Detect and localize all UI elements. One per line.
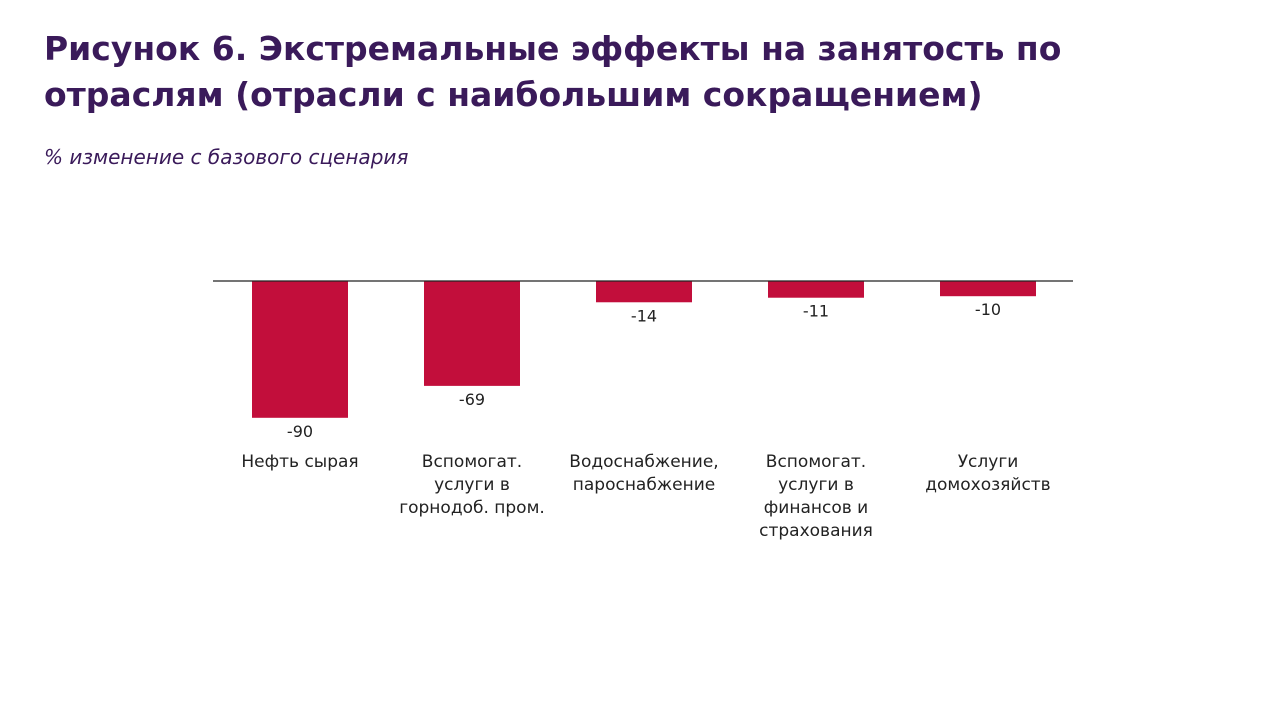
category-label-line: пароснабжение xyxy=(573,475,715,495)
category-label-4: Вспомогат. услуги в финансов и страхования xyxy=(759,452,873,541)
category-label-line: финансов и xyxy=(764,498,868,518)
category-label-1: Нефть сырая xyxy=(241,452,358,472)
category-label-line: услуги в xyxy=(778,475,854,495)
category-label-line: Услуги xyxy=(958,452,1019,472)
chart-title-line-1: Рисунок 6. Экстремальные эффекты на заня… xyxy=(44,29,1062,68)
chart-title-line-2: отраслям (отрасли с наибольшим сокращени… xyxy=(44,75,983,114)
category-label-line: Вспомогат. xyxy=(422,452,522,472)
bars-layer xyxy=(252,281,1036,418)
value-label-1: -90 xyxy=(287,422,313,441)
value-label-4: -11 xyxy=(803,302,829,321)
category-label-2: Вспомогат. услуги в горнодоб. пром. xyxy=(399,452,545,518)
bar-3 xyxy=(596,281,692,303)
value-label-5: -10 xyxy=(975,300,1001,319)
category-label-line: Нефть сырая xyxy=(241,452,358,472)
value-label-2: -69 xyxy=(459,390,485,409)
bar-2 xyxy=(424,281,520,386)
category-label-line: услуги в xyxy=(434,475,510,495)
category-label-3: Водоснабжение, пароснабжение xyxy=(569,452,718,495)
chart-title: Рисунок 6. Экстремальные эффекты на заня… xyxy=(44,26,1224,118)
category-label-line: горнодоб. пром. xyxy=(399,498,545,518)
category-label-5: Услуги домохозяйств xyxy=(925,452,1050,495)
bar-5 xyxy=(940,281,1036,297)
chart-subtitle: % изменение с базового сценария xyxy=(44,145,409,169)
category-label-line: страхования xyxy=(759,521,873,541)
bar-1 xyxy=(252,281,348,418)
category-label-line: Водоснабжение, xyxy=(569,452,718,472)
value-label-3: -14 xyxy=(631,306,657,325)
category-label-line: домохозяйств xyxy=(925,475,1050,495)
labels-layer: -90 -69 -14 -11 -10 Нефть сырая Вспомогат. услу… xyxy=(241,300,1050,541)
category-label-line: Вспомогат. xyxy=(766,452,866,472)
bar-4 xyxy=(768,281,864,298)
